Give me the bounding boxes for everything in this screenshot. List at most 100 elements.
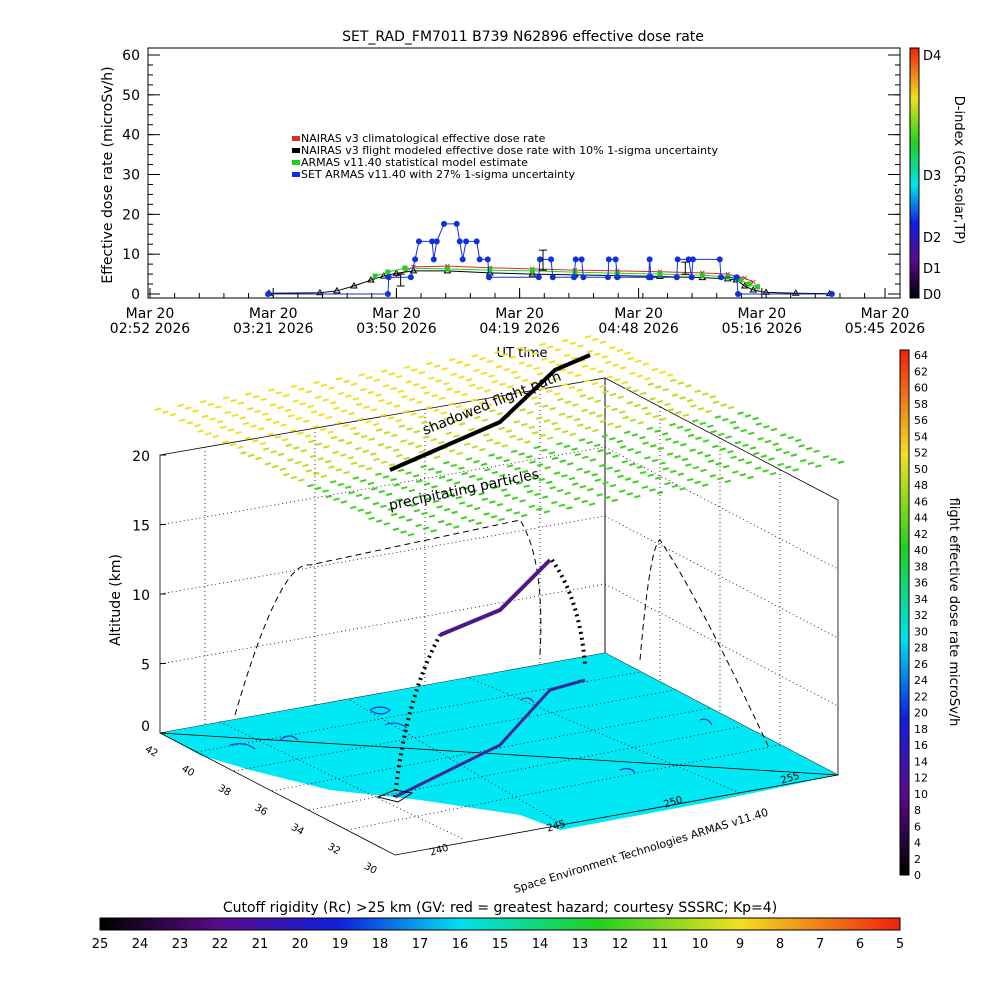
particle-mark (732, 426, 740, 430)
data-point (716, 256, 723, 263)
particle-mark (392, 448, 400, 452)
particle-mark (511, 496, 519, 500)
data-point (689, 256, 696, 263)
particle-mark (604, 360, 612, 365)
particle-mark (579, 485, 587, 489)
particle-mark (556, 441, 563, 446)
dose-tick-label: 22 (914, 690, 928, 703)
particle-mark (529, 460, 536, 464)
data-point (456, 238, 463, 245)
data-point (604, 274, 611, 281)
particle-mark (627, 356, 634, 361)
particle-mark (722, 464, 730, 469)
particle-mark (448, 449, 456, 453)
particle-mark (598, 384, 606, 389)
particle-mark (396, 374, 403, 379)
particle-mark (588, 502, 596, 506)
data-point (674, 256, 681, 263)
particle-mark (609, 483, 617, 488)
particle-mark (624, 477, 632, 481)
particle-mark (201, 414, 209, 419)
particle-mark (551, 421, 558, 426)
particle-mark (474, 415, 481, 420)
data-point (657, 271, 663, 277)
rigidity-tick-label: 16 (452, 937, 469, 952)
particle-mark (563, 444, 571, 449)
particle-mark (546, 480, 553, 485)
particle-mark (423, 482, 431, 486)
particle-mark (345, 441, 353, 445)
x-tick-label-time: 05:45 2026 (845, 321, 926, 337)
particle-mark (450, 372, 458, 377)
longitude-tick-label: 240 (429, 843, 450, 859)
particle-mark (558, 503, 566, 508)
particle-mark (355, 446, 362, 451)
particle-mark (453, 481, 461, 485)
dose-tick-label: 58 (914, 398, 928, 411)
particle-mark (762, 469, 769, 473)
data-point (537, 256, 544, 263)
particle-mark (422, 526, 430, 530)
data-point (746, 281, 752, 287)
particle-mark (370, 487, 378, 491)
data-point (486, 274, 493, 281)
particle-mark (538, 386, 546, 391)
particle-mark (383, 431, 391, 435)
particle-mark (583, 470, 591, 474)
particle-mark (815, 464, 822, 468)
particle-mark (813, 449, 820, 454)
particle-mark (297, 431, 304, 435)
particle-mark (722, 417, 729, 422)
particle-mark (505, 429, 513, 433)
particle-mark (420, 385, 427, 390)
particle-mark (551, 456, 559, 461)
particle-mark (370, 452, 377, 456)
particle-mark (368, 516, 375, 521)
particle-mark (587, 487, 594, 492)
particle-mark (498, 517, 505, 522)
particle-mark (402, 409, 410, 414)
longitude-tick-label: 255 (780, 771, 801, 787)
particle-mark (612, 363, 619, 367)
particle-mark (519, 499, 526, 503)
particle-mark (634, 494, 641, 499)
particle-mark (428, 514, 436, 518)
particle-mark (591, 473, 598, 477)
particle-mark (523, 484, 530, 488)
particle-mark (646, 426, 654, 431)
particle-mark (495, 456, 503, 460)
rigidity-tick-label: 18 (372, 937, 389, 952)
particle-mark (352, 476, 360, 480)
particle-mark (567, 462, 574, 466)
particle-mark (320, 474, 328, 479)
chart-title: SET_RAD_FM7011 B739 N62896 effective dos… (342, 29, 704, 45)
particle-mark (533, 445, 541, 450)
particle-mark (329, 480, 337, 484)
particle-mark (601, 434, 608, 438)
particle-mark (561, 474, 568, 478)
particle-mark (619, 410, 626, 414)
particle-mark (581, 408, 588, 413)
data-point (718, 274, 725, 281)
particle-mark (779, 433, 787, 437)
particle-mark (395, 498, 402, 502)
particle-mark (601, 355, 608, 359)
particle-mark (380, 460, 388, 464)
particle-mark (348, 490, 355, 495)
particle-mark (468, 518, 475, 523)
rigidity-tick-label: 5 (896, 937, 904, 952)
particle-mark (742, 443, 749, 448)
particle-mark (323, 445, 330, 449)
legend-label: NAIRAS v3 climatological effective dose … (301, 132, 546, 145)
particle-mark (220, 425, 227, 429)
particle-mark (448, 402, 455, 406)
particle-mark (355, 493, 363, 498)
particle-mark (634, 403, 641, 408)
dose-tick-label: 42 (914, 528, 928, 541)
particle-mark (577, 423, 584, 427)
d-index-tick-label: D3 (923, 169, 941, 184)
particle-mark (388, 463, 396, 467)
particle-mark (353, 432, 360, 436)
particle-mark (763, 425, 770, 429)
altitude-tick-label: 5 (141, 658, 150, 674)
